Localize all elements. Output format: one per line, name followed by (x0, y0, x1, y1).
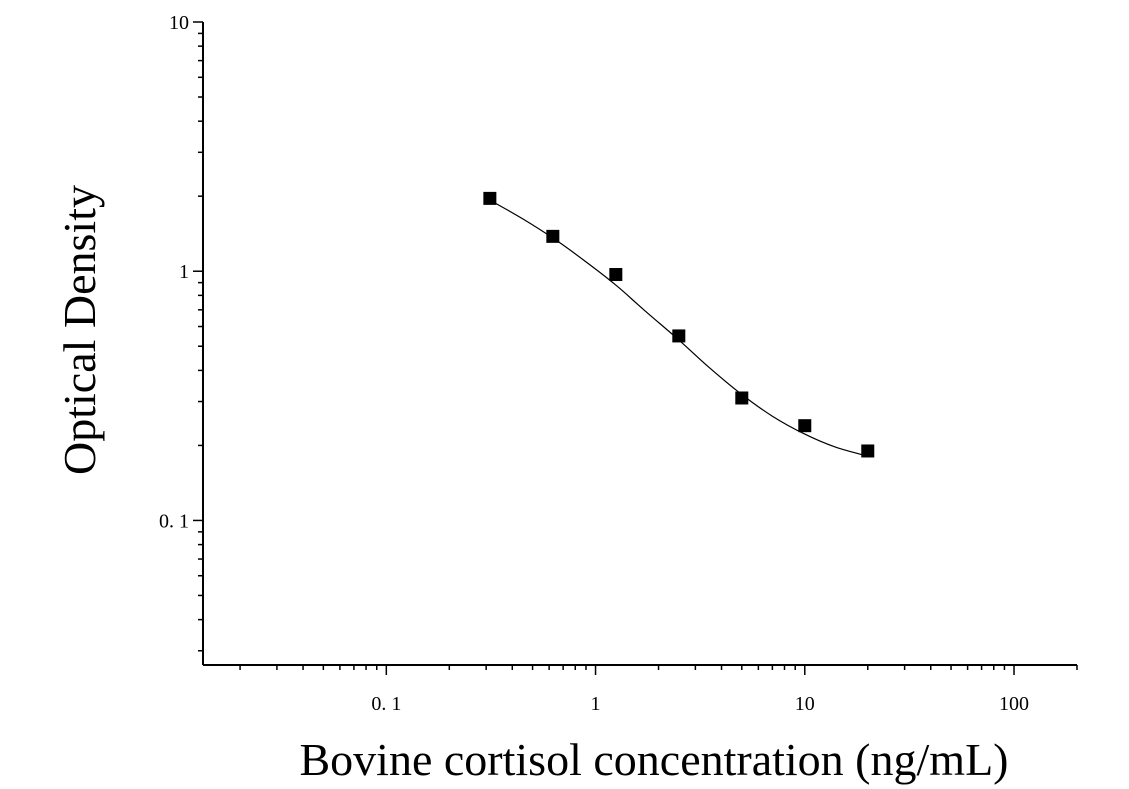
data-point-marker (861, 444, 875, 458)
y-tick-label: 10 (169, 12, 189, 34)
y-tick-label: 1 (179, 261, 189, 283)
x-tick-label: 0. 1 (371, 693, 401, 715)
x-tick-label: 1 (591, 693, 601, 715)
axes (202, 22, 1077, 666)
data-point-marker (798, 419, 812, 433)
tick-labels: 0. 1 1 10 100 0. 1 1 10 (159, 12, 1029, 715)
data-point-marker (735, 391, 749, 405)
y-axis-title: Optical Density (54, 185, 105, 475)
x-axis-title: Bovine cortisol concentration (ng/mL) (300, 734, 1009, 785)
x-tick-label: 10 (795, 693, 815, 715)
data-point-marker (483, 191, 497, 205)
y-tick-label: 0. 1 (159, 510, 189, 532)
data-point-marker (672, 329, 686, 343)
ticks (193, 21, 1078, 675)
x-tick-label: 100 (999, 693, 1029, 715)
data-point-marker (609, 268, 623, 282)
data-point-marker (546, 229, 560, 243)
data-markers (483, 191, 875, 458)
